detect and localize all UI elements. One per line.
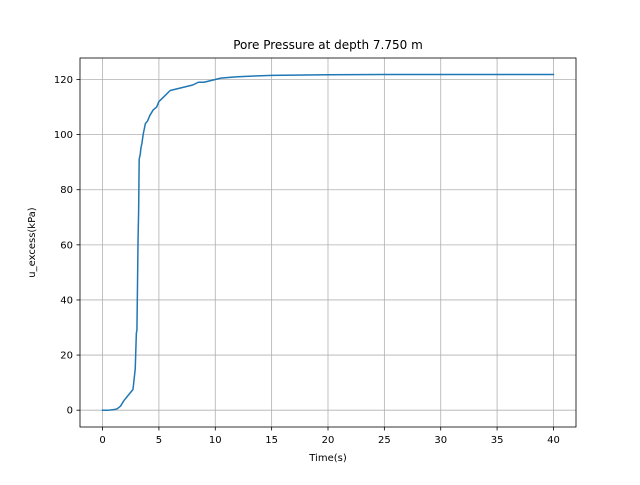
x-tick-label: 35 — [491, 435, 504, 446]
x-tick-label: 0 — [99, 435, 105, 446]
y-tick-label: 40 — [60, 295, 73, 306]
y-tick-label: 20 — [60, 351, 73, 362]
x-tick-label: 15 — [265, 435, 278, 446]
x-axis-label: Time(s) — [308, 453, 347, 464]
x-tick-label: 10 — [209, 435, 222, 446]
series-line-0 — [101, 73, 555, 411]
y-tick-label: 100 — [54, 130, 73, 141]
data-layer — [101, 73, 555, 411]
tick-layer: 0 5 10 15 20 25 30 35 40 0 20 40 60 80 100 120 — [54, 75, 560, 446]
y-tick-label: 0 — [67, 406, 73, 417]
x-tick-label: 25 — [378, 435, 391, 446]
y-tick-label: 120 — [54, 75, 73, 86]
grid-layer — [80, 58, 576, 427]
x-tick-label: 40 — [547, 435, 560, 446]
x-tick-label: 20 — [322, 435, 335, 446]
chart-title: Pore Pressure at depth 7.750 m — [233, 38, 423, 52]
x-tick-label: 5 — [156, 435, 162, 446]
y-tick-label: 80 — [60, 185, 73, 196]
x-tick-label: 30 — [434, 435, 447, 446]
y-axis-label: u_excess(kPa) — [27, 207, 38, 278]
y-tick-label: 60 — [60, 240, 73, 251]
